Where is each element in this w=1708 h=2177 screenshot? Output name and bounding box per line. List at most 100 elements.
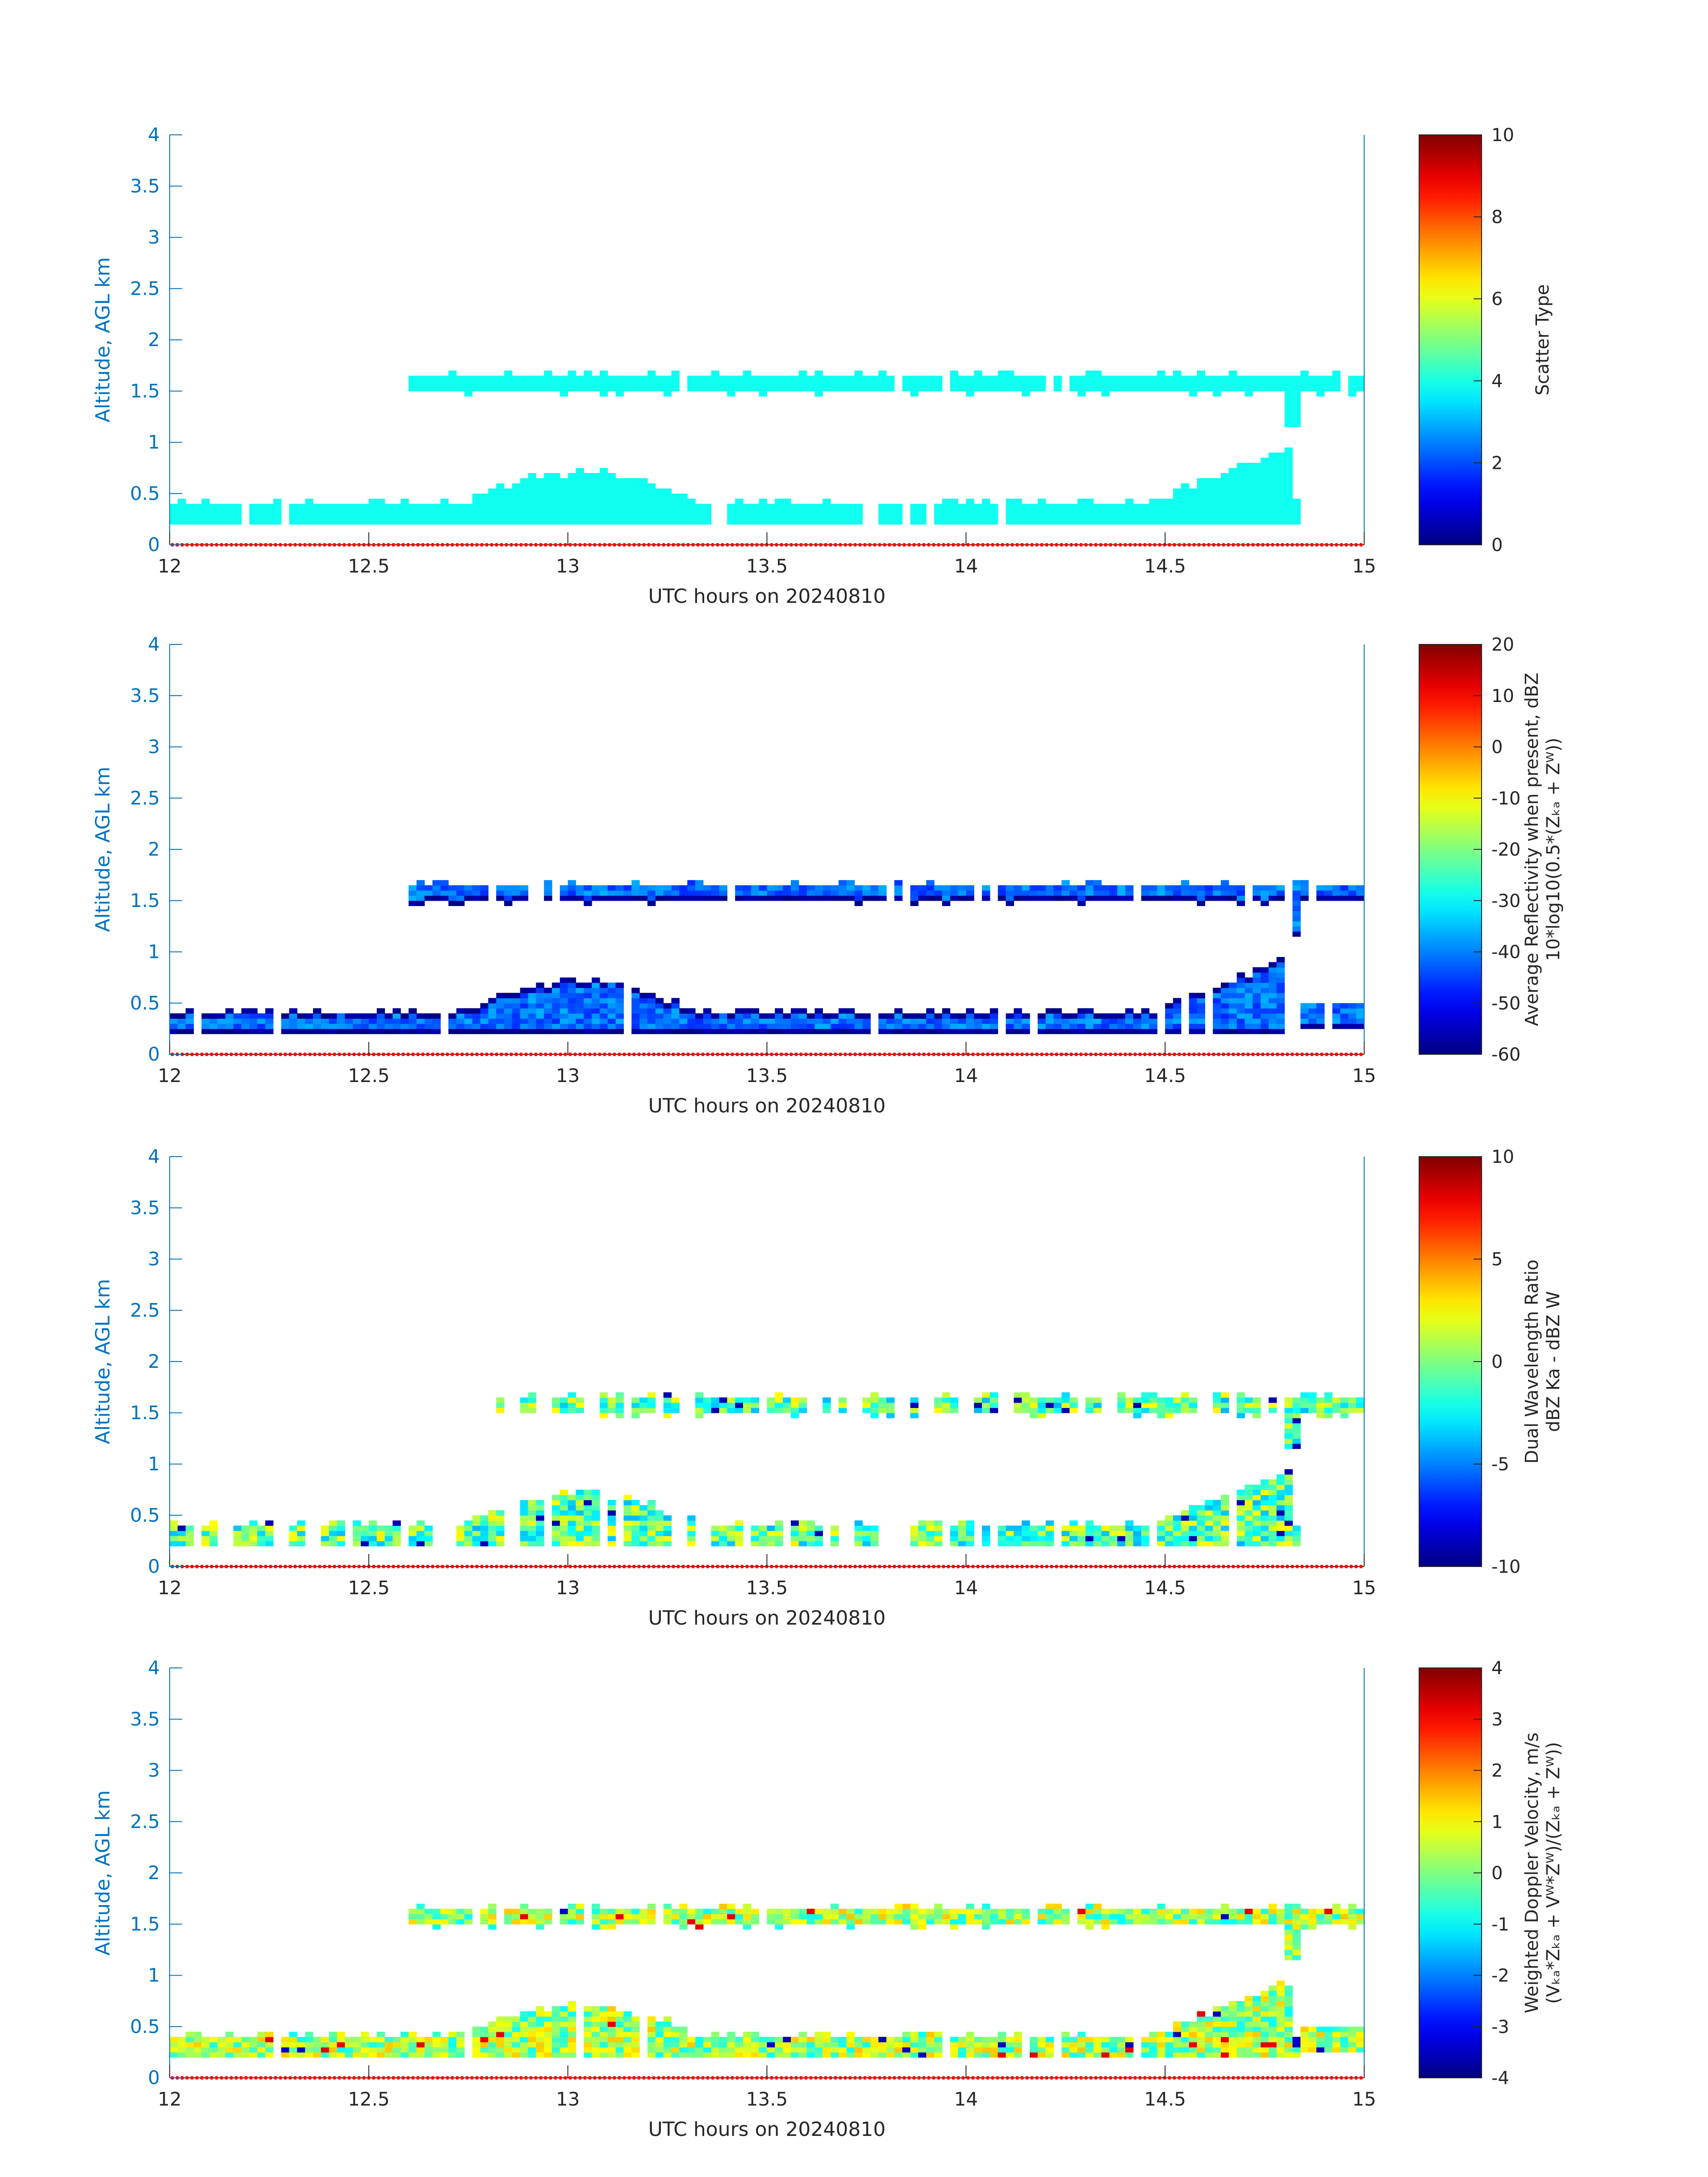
data-cell	[727, 1525, 735, 1531]
data-cell	[1085, 1914, 1094, 1919]
data-cell	[592, 488, 600, 494]
data-cell	[1045, 1013, 1054, 1019]
data-cell	[1276, 1024, 1285, 1029]
data-cell	[1149, 498, 1157, 504]
ground-marker	[907, 1053, 911, 1056]
data-cell	[775, 1924, 783, 1930]
data-cell	[974, 1402, 982, 1408]
data-cell	[600, 498, 608, 504]
data-cell	[862, 1408, 871, 1413]
data-cell	[568, 2031, 576, 2037]
data-cell	[695, 509, 704, 514]
data-cell	[623, 2037, 632, 2043]
data-cell	[902, 1018, 911, 1024]
data-cell	[1061, 1919, 1070, 1925]
data-cell	[671, 386, 680, 392]
data-cell	[846, 1919, 855, 1925]
data-cell	[1356, 1919, 1365, 1925]
ground-marker	[794, 1053, 798, 1056]
data-cell	[687, 380, 696, 386]
data-cell	[798, 1530, 807, 1536]
data-cell	[1101, 1530, 1110, 1536]
data-cell	[1253, 1919, 1261, 1925]
data-cell	[448, 1919, 457, 1925]
ground-marker	[1104, 543, 1107, 547]
data-cell	[1014, 509, 1022, 514]
data-cell	[1316, 1402, 1325, 1408]
ground-marker	[249, 1053, 253, 1056]
data-cell	[647, 1397, 656, 1403]
data-cell	[584, 2037, 592, 2043]
data-cell	[607, 982, 616, 988]
ground-marker	[215, 1053, 218, 1056]
data-cell	[424, 1013, 433, 1019]
data-cell	[623, 2027, 632, 2032]
ground-marker	[519, 1053, 523, 1056]
data-cell	[743, 1909, 752, 1914]
data-cell	[663, 488, 672, 494]
data-cell	[1332, 1408, 1341, 1413]
ground-marker	[480, 543, 484, 547]
ground-marker	[672, 1053, 675, 1056]
data-cell	[751, 1541, 760, 1546]
data-cell	[560, 885, 568, 891]
data-cell	[1236, 1520, 1245, 1526]
data-cell	[401, 1018, 409, 1024]
data-cell	[520, 376, 529, 381]
data-cell	[743, 2047, 752, 2053]
data-cell	[472, 2031, 481, 2037]
data-cell	[584, 1008, 592, 1014]
data-cell	[1316, 895, 1325, 901]
data-cell	[1244, 498, 1253, 504]
data-cell	[305, 514, 313, 520]
data-cell	[735, 1024, 743, 1029]
ground-marker	[1261, 1053, 1265, 1056]
data-cell	[1157, 1402, 1165, 1408]
ground-marker	[1261, 1565, 1265, 1568]
data-cell	[552, 1505, 560, 1511]
data-cell	[201, 2052, 210, 2058]
data-cell	[1300, 1024, 1309, 1029]
data-cell	[910, 391, 919, 397]
data-cell	[401, 1028, 409, 1034]
data-cell	[1061, 1028, 1070, 1034]
ground-marker	[927, 543, 931, 547]
data-cell	[1101, 509, 1110, 514]
data-cell	[751, 2047, 760, 2053]
data-cell	[472, 2037, 481, 2043]
data-cell	[607, 1408, 616, 1413]
data-cell	[1284, 1500, 1293, 1505]
data-cell	[209, 514, 218, 520]
data-cell	[1181, 380, 1190, 386]
data-cell	[568, 1500, 576, 1505]
data-cell	[1244, 504, 1253, 510]
ground-marker	[902, 543, 906, 547]
data-cell	[592, 493, 600, 499]
data-cell	[1228, 1909, 1237, 1914]
data-cell	[1149, 386, 1157, 392]
x-tick-label: 12.5	[348, 1577, 390, 1599]
data-cell	[560, 498, 568, 504]
data-cell	[528, 519, 536, 525]
data-cell	[1205, 519, 1213, 525]
data-cell	[910, 1408, 919, 1413]
data-cell	[368, 498, 377, 504]
data-cell	[552, 1541, 560, 1546]
data-cell	[313, 514, 322, 520]
data-cell	[1261, 1500, 1269, 1505]
data-cell	[1284, 1484, 1293, 1490]
data-cell	[1101, 386, 1110, 392]
data-cell	[663, 2031, 672, 2037]
ground-marker	[1217, 1053, 1220, 1056]
data-cell	[831, 1903, 839, 1909]
data-cell	[894, 1914, 903, 1919]
data-cell	[504, 514, 513, 520]
data-cell	[655, 2052, 664, 2058]
x-tick-label: 15	[1352, 1577, 1376, 1599]
data-cell	[1348, 380, 1357, 386]
data-cell	[1077, 900, 1086, 906]
data-cell	[1093, 1402, 1102, 1408]
ground-marker	[858, 543, 862, 547]
data-cell	[568, 1024, 576, 1029]
data-cell	[671, 998, 680, 1003]
